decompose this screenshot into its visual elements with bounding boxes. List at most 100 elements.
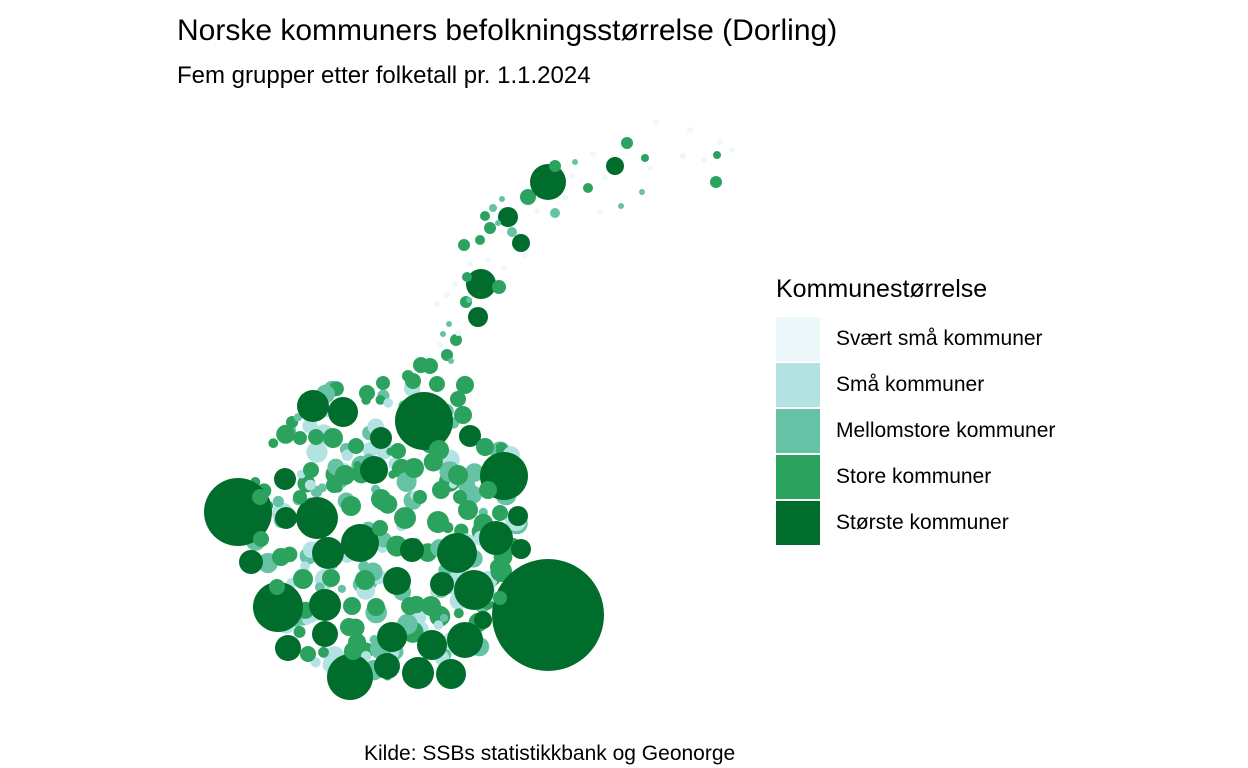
municipality-circle: [300, 561, 310, 571]
municipality-circle: [341, 524, 379, 562]
municipality-circle: [534, 208, 540, 214]
municipality-circle: [309, 589, 341, 621]
municipality-circle: [413, 490, 427, 504]
municipality-circle: [360, 456, 388, 484]
map-subtitle: Fem grupper etter folketall pr. 1.1.2024: [177, 62, 591, 89]
municipality-circle: [729, 147, 735, 153]
legend-item-medium: Mellomstore kommuner: [776, 408, 1055, 454]
municipality-circle: [530, 164, 566, 200]
municipality-circle: [468, 307, 488, 327]
municipality-circle: [440, 331, 446, 337]
municipality-circle: [453, 608, 464, 619]
municipality-circle: [239, 550, 263, 574]
municipality-circle: [597, 209, 603, 215]
municipality-circle: [312, 537, 344, 569]
legend-label: Største kommuner: [836, 511, 1009, 534]
municipality-circle: [512, 234, 530, 252]
municipality-circle: [253, 531, 269, 547]
municipality-circle: [448, 358, 454, 364]
municipality-circle: [377, 622, 407, 652]
municipality-circle: [359, 385, 375, 401]
legend-item-largest: Største kommuner: [776, 500, 1055, 546]
municipality-circle: [341, 496, 361, 516]
municipality-circle: [618, 203, 624, 209]
municipality-circle: [493, 591, 507, 605]
municipality-circle: [355, 570, 375, 590]
municipality-circle: [462, 272, 472, 282]
municipality-circle: [322, 569, 340, 587]
municipality-circle: [402, 657, 434, 689]
municipality-circle: [272, 548, 290, 566]
municipality-circle: [437, 342, 443, 348]
municipality-circle: [490, 559, 506, 575]
municipality-circle: [430, 572, 454, 596]
legend-item-large: Store kommuner: [776, 454, 1055, 500]
municipality-circle: [717, 139, 723, 145]
municipality-circle: [375, 395, 386, 405]
municipality-circle: [465, 463, 484, 482]
municipality-circle: [713, 151, 721, 159]
legend-swatch: [776, 409, 820, 453]
municipality-circle: [508, 506, 528, 526]
municipality-circle: [492, 559, 604, 671]
municipality-circle: [621, 137, 633, 149]
municipality-circle: [429, 440, 449, 460]
municipality-circle: [413, 357, 429, 373]
municipality-circle: [372, 520, 388, 536]
municipality-circle: [390, 443, 406, 459]
municipality-circle: [480, 211, 490, 221]
municipality-circle: [383, 398, 394, 408]
municipality-circle: [367, 598, 385, 616]
municipality-circle: [520, 189, 536, 205]
dorling-cartogram: [204, 119, 735, 700]
municipality-circle: [511, 539, 531, 559]
municipality-circle: [484, 222, 496, 234]
municipality-circle: [252, 489, 268, 505]
municipality-circle: [602, 175, 608, 181]
municipality-circle: [272, 495, 284, 508]
source-caption: Kilde: SSBs statistikkbank og Geonorge: [364, 742, 736, 765]
municipality-circle: [371, 489, 391, 509]
municipality-circle: [485, 257, 491, 263]
municipality-circle: [641, 154, 649, 162]
municipality-circle: [441, 349, 453, 361]
legend-label: Små kommuner: [836, 373, 985, 396]
municipality-circle: [653, 119, 659, 125]
municipality-circle: [436, 659, 466, 689]
municipality-circle: [450, 334, 462, 346]
municipality-circle: [499, 196, 505, 202]
municipality-circle: [606, 157, 624, 175]
municipality-circle: [303, 462, 319, 478]
municipality-circle: [348, 438, 364, 454]
municipality-circle: [647, 165, 653, 171]
municipality-circle: [293, 625, 306, 638]
municipality-circle: [507, 227, 517, 237]
municipality-circle: [293, 490, 307, 504]
municipality-circle: [439, 613, 449, 623]
municipality-circle: [341, 449, 353, 461]
municipality-circle: [432, 481, 450, 499]
municipality-circle: [474, 611, 492, 629]
municipality-circle: [404, 458, 424, 478]
municipality-circle: [458, 500, 478, 520]
municipality-circle: [590, 151, 596, 157]
municipality-circle: [453, 490, 467, 504]
municipality-circle: [326, 477, 342, 493]
municipality-circle: [269, 579, 285, 595]
municipality-circle: [467, 261, 473, 267]
municipality-circle: [400, 538, 424, 562]
municipality-circle: [489, 204, 497, 212]
municipality-circle: [429, 376, 445, 392]
municipality-circle: [569, 173, 575, 179]
municipality-circle: [639, 189, 645, 195]
municipality-circle: [475, 235, 485, 245]
legend-item-small: Små kommuner: [776, 362, 1055, 408]
municipality-circle: [466, 297, 472, 303]
municipality-circle: [710, 176, 722, 188]
municipality-circle: [308, 429, 324, 445]
legend-item-very-small: Svært små kommuner: [776, 316, 1055, 362]
municipality-circle: [458, 239, 470, 251]
municipality-circle: [376, 376, 390, 390]
municipality-circle: [549, 160, 561, 172]
municipality-circle: [344, 642, 362, 660]
